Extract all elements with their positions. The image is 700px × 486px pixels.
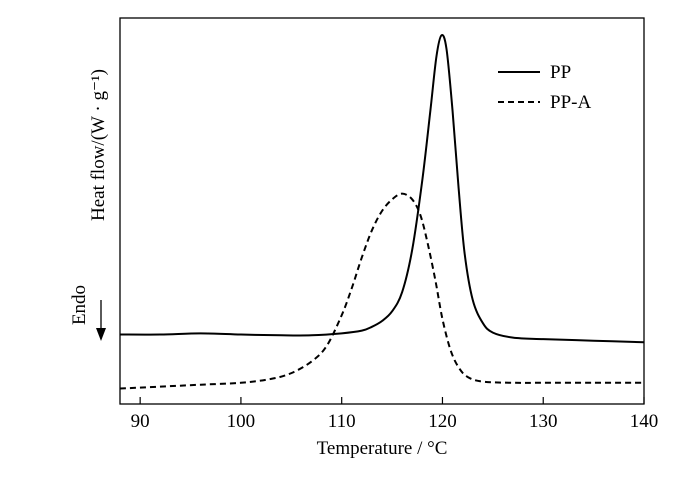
- y-axis-title: Heat flow/(W · g⁻¹): [88, 69, 109, 221]
- x-tick-label: 90: [131, 411, 150, 432]
- endo-annotation: Endo: [69, 285, 106, 341]
- plot-frame: [119, 17, 645, 405]
- legend-label-pp-a: PP-A: [550, 92, 591, 113]
- series-line-pp: [119, 34, 645, 344]
- x-tick-label: 130: [529, 411, 558, 432]
- x-axis-ticks: 90 100 110 120 130 140: [131, 397, 659, 432]
- x-axis-title: Temperature / °C: [317, 438, 448, 459]
- x-tick-label: 100: [227, 411, 256, 432]
- legend: PP PP-A: [498, 62, 591, 113]
- endo-arrow-head: [96, 328, 106, 341]
- endo-label: Endo: [69, 285, 90, 325]
- x-tick-label: 120: [428, 411, 457, 432]
- series-line-pp-a: [119, 192, 644, 390]
- legend-label-pp: PP: [550, 62, 571, 83]
- x-tick-label: 140: [630, 411, 659, 432]
- x-tick-label: 110: [328, 411, 356, 432]
- series-lines: [119, 34, 645, 390]
